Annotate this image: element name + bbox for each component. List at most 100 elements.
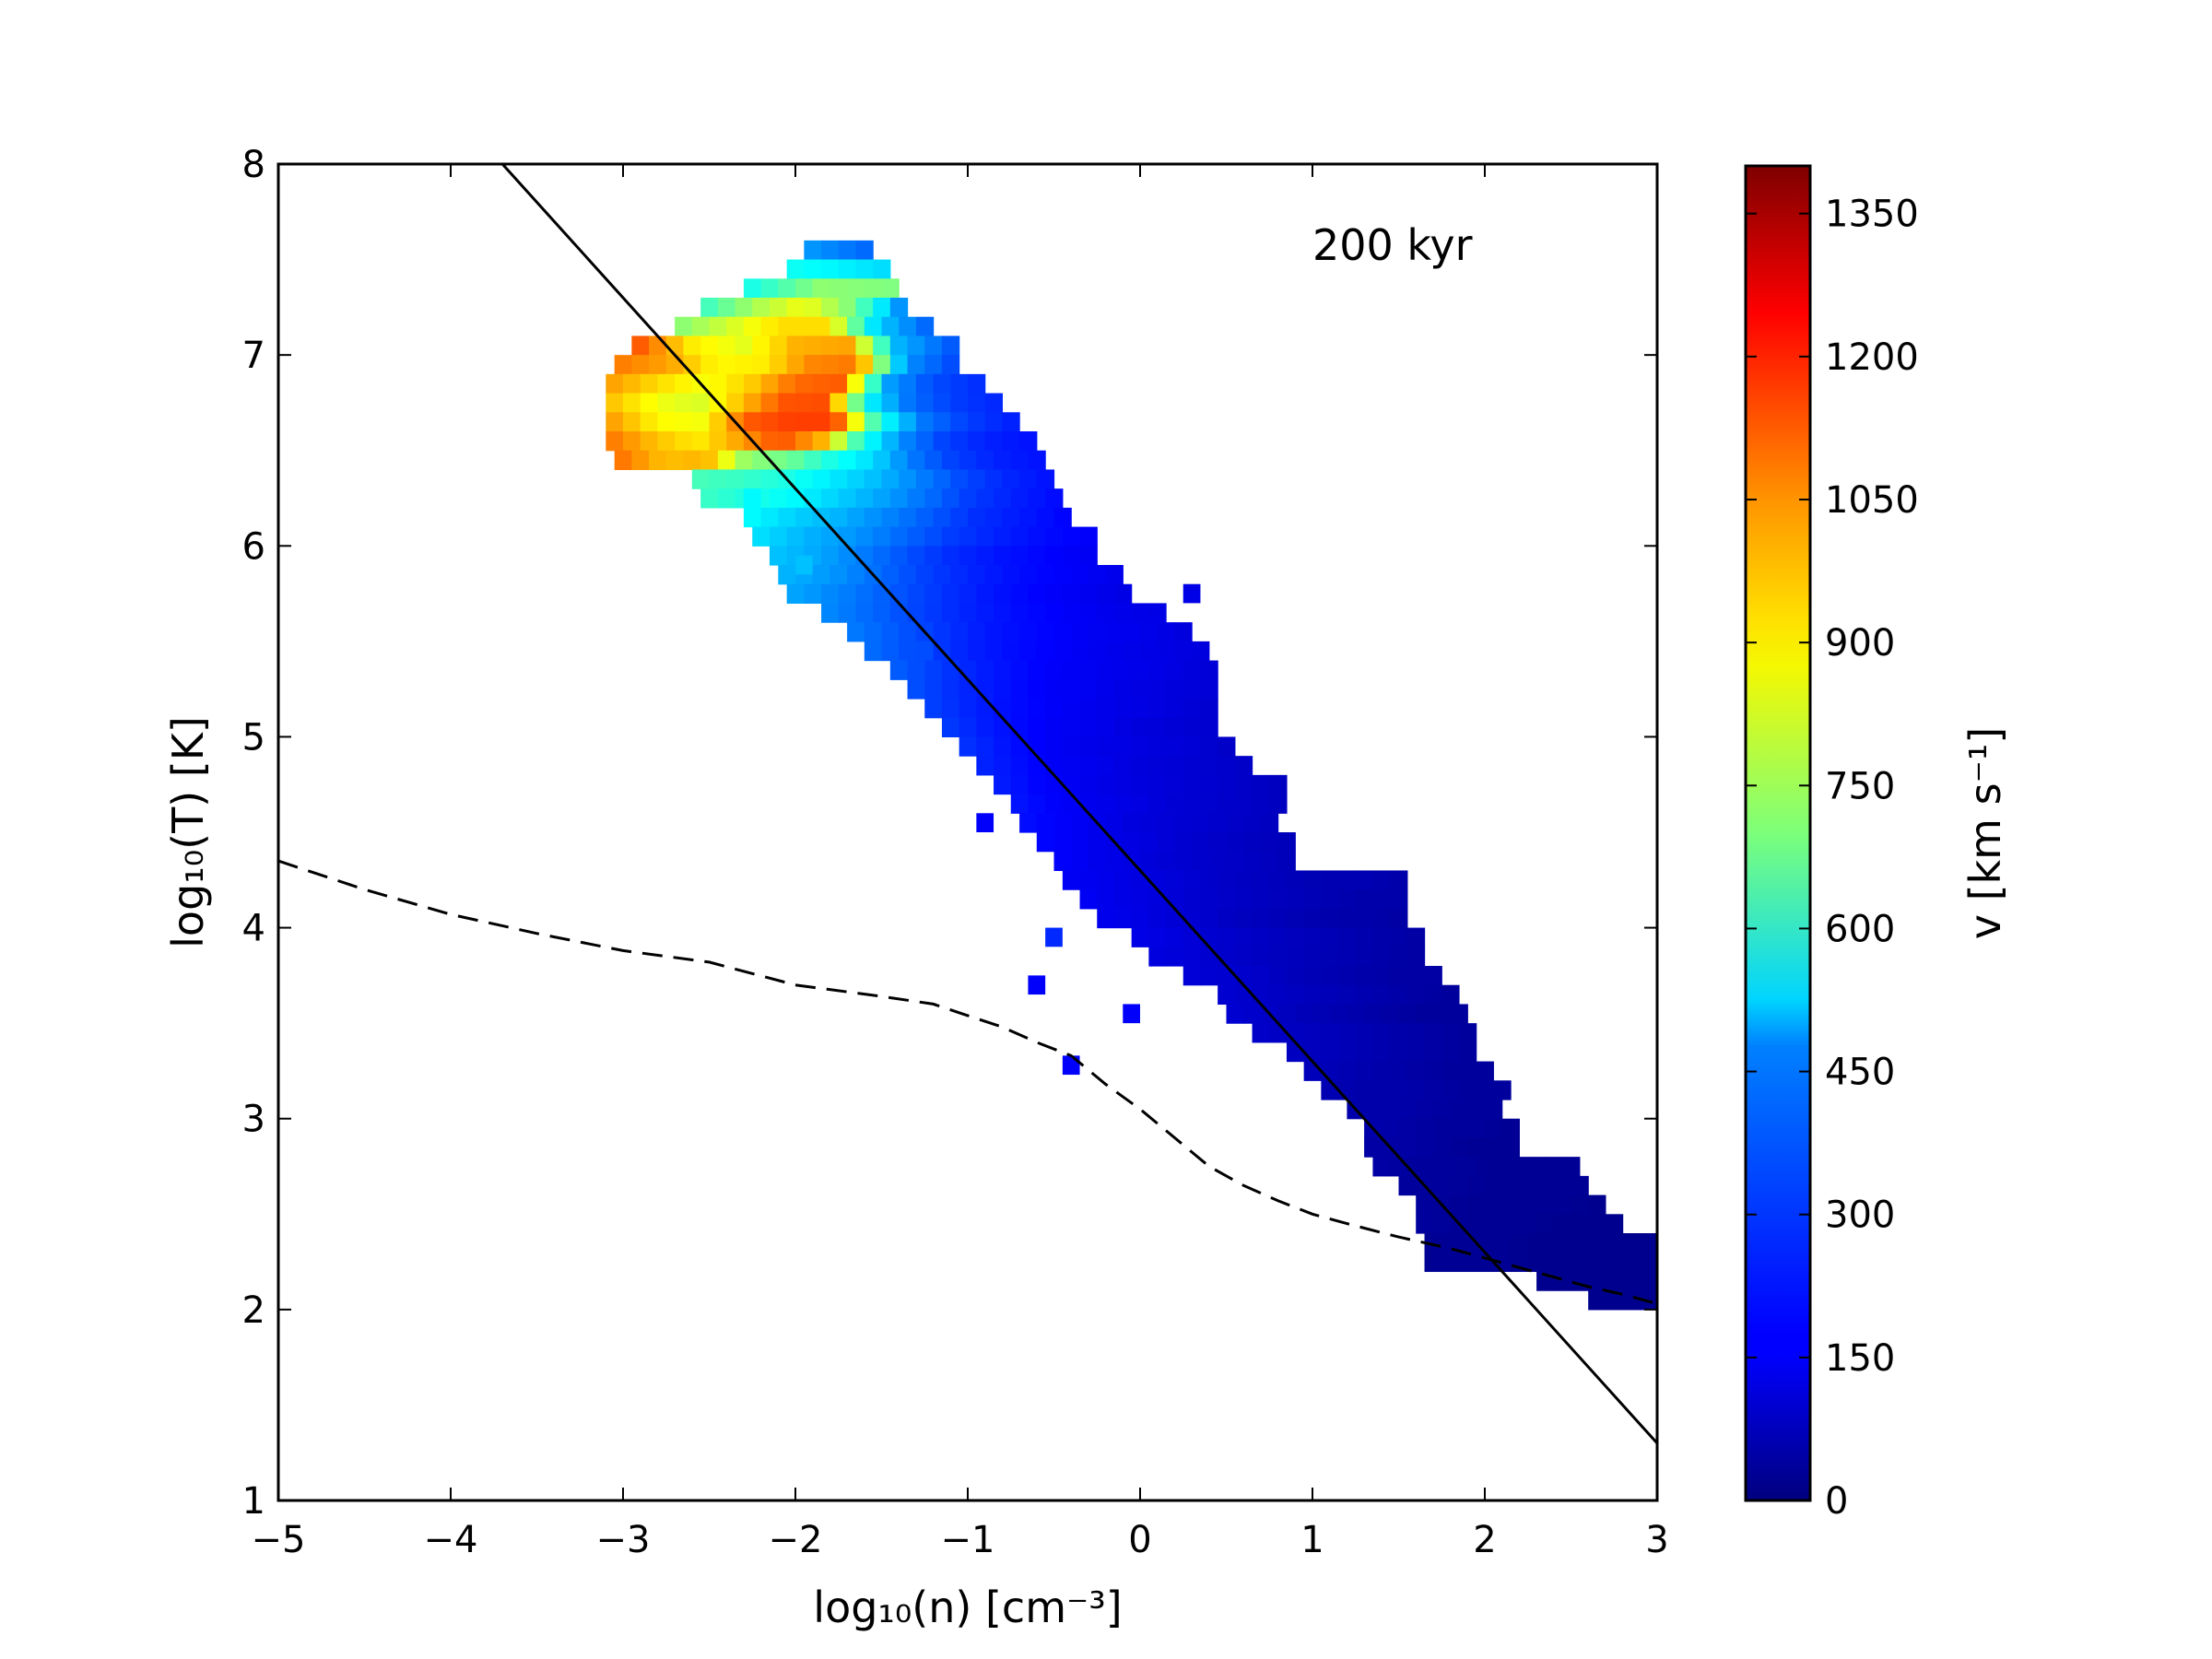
heatmap-cell — [1113, 717, 1133, 738]
heatmap-cell — [760, 507, 779, 528]
heatmap-cell — [1182, 889, 1202, 910]
heatmap-cell — [1519, 1214, 1537, 1234]
heatmap-cell — [1441, 1061, 1460, 1081]
heatmap-cell — [1338, 889, 1357, 910]
heatmap-cell — [1148, 736, 1167, 757]
heatmap-cell — [864, 469, 883, 489]
heatmap-cell — [1097, 908, 1115, 929]
heatmap-cell — [1113, 660, 1133, 680]
heatmap-cell — [1208, 832, 1228, 853]
heatmap-cell — [873, 546, 891, 566]
heatmap-cell — [1501, 1175, 1520, 1196]
heatmap-cell — [1131, 603, 1149, 623]
heatmap-cell — [1467, 1194, 1486, 1215]
heatmap-cell — [1097, 603, 1115, 623]
heatmap-cell — [864, 507, 883, 528]
heatmap-cell — [976, 717, 994, 738]
heatmap-cell — [889, 335, 909, 356]
heatmap-cell — [795, 431, 814, 452]
heatmap-cell — [1036, 565, 1055, 585]
heatmap-cell — [1406, 1041, 1426, 1063]
heatmap-cell — [1234, 908, 1253, 929]
heatmap-cell — [760, 278, 779, 299]
heatmap-cell — [1372, 927, 1391, 947]
heatmap-cell — [717, 298, 736, 318]
heatmap-cell — [1166, 699, 1184, 719]
heatmap-cell — [1062, 660, 1081, 680]
heatmap-cell — [1372, 947, 1391, 967]
heatmap-cell — [1192, 832, 1210, 853]
heatmap-cell — [847, 393, 865, 413]
heatmap-cell — [968, 373, 986, 394]
heatmap-cell — [1450, 1100, 1468, 1120]
heatmap-cell — [1200, 966, 1218, 986]
heatmap-cell — [864, 641, 883, 662]
heatmap-cell — [700, 488, 719, 509]
heatmap-cell — [821, 240, 840, 261]
heatmap-cell — [1148, 927, 1167, 947]
heatmap-cell — [1441, 1157, 1460, 1177]
heatmap-cell — [830, 316, 848, 337]
heatmap-cell — [1166, 908, 1184, 929]
heatmap-cell — [1519, 1175, 1537, 1196]
heatmap-cell — [1157, 641, 1175, 662]
heatmap-cell — [1062, 736, 1081, 757]
heatmap-cell — [881, 393, 900, 413]
heatmap-cell — [1243, 1004, 1262, 1024]
heatmap-cell — [1157, 851, 1175, 872]
heatmap-cell — [1028, 660, 1046, 680]
heatmap-cell — [1045, 736, 1064, 757]
heatmap-cell — [1166, 679, 1184, 700]
heatmap-cell — [907, 583, 925, 605]
heatmap-cell — [606, 393, 624, 413]
heatmap-cell — [1588, 1214, 1606, 1234]
heatmap-cell — [1071, 813, 1089, 833]
heatmap-cell — [1450, 1137, 1468, 1158]
heatmap-cell — [881, 316, 900, 337]
heatmap-cell — [1372, 1157, 1391, 1177]
heatmap-cell — [1113, 774, 1133, 795]
heatmap-cell — [1088, 851, 1107, 872]
heatmap-cell — [743, 469, 762, 489]
heatmap-cell — [1286, 908, 1305, 929]
heatmap-cell — [1252, 870, 1270, 890]
heatmap-cell — [1536, 1175, 1555, 1196]
heatmap-cell — [1028, 679, 1046, 700]
heatmap-cell — [1303, 1061, 1322, 1081]
heatmap-cell — [709, 469, 727, 489]
colorbar-tick-label: 150 — [1825, 1337, 1895, 1380]
heatmap-cell — [907, 450, 925, 471]
heatmap-cell — [1485, 1118, 1503, 1139]
colorbar-tick-label: 300 — [1825, 1194, 1895, 1237]
heatmap-cell — [830, 431, 848, 452]
heatmap-cell — [899, 412, 917, 432]
heatmap-cell — [760, 469, 779, 489]
heatmap-cell — [1062, 794, 1081, 814]
heatmap-cell — [691, 412, 711, 432]
heatmap-cell — [1303, 908, 1322, 929]
heatmap-cell — [855, 488, 874, 509]
heatmap-cell — [1148, 756, 1167, 776]
heatmap-cell — [640, 412, 658, 432]
heatmap-cell — [700, 450, 719, 471]
heatmap-cell — [1372, 1041, 1391, 1063]
heatmap-cell — [873, 450, 891, 471]
heatmap-cell — [786, 298, 805, 318]
heatmap-cell — [1424, 1061, 1442, 1081]
heatmap-cell — [889, 450, 909, 471]
heatmap-cell — [1200, 908, 1218, 929]
heatmap-cell — [941, 335, 960, 356]
heatmap-cell — [907, 603, 925, 623]
heatmap-cell — [1321, 947, 1339, 967]
heatmap-cell — [1286, 1023, 1305, 1043]
heatmap-cell — [941, 679, 960, 700]
heatmap-cell — [1441, 1252, 1460, 1273]
heatmap-cell — [838, 450, 857, 471]
heatmap-cell — [864, 278, 883, 299]
heatmap-cell — [1252, 908, 1270, 929]
heatmap-cell — [1148, 794, 1167, 814]
heatmap-cell — [1226, 813, 1244, 833]
heatmap-cell — [1424, 966, 1442, 986]
heatmap-cell — [1200, 717, 1218, 738]
heatmap-cell — [1028, 774, 1046, 795]
